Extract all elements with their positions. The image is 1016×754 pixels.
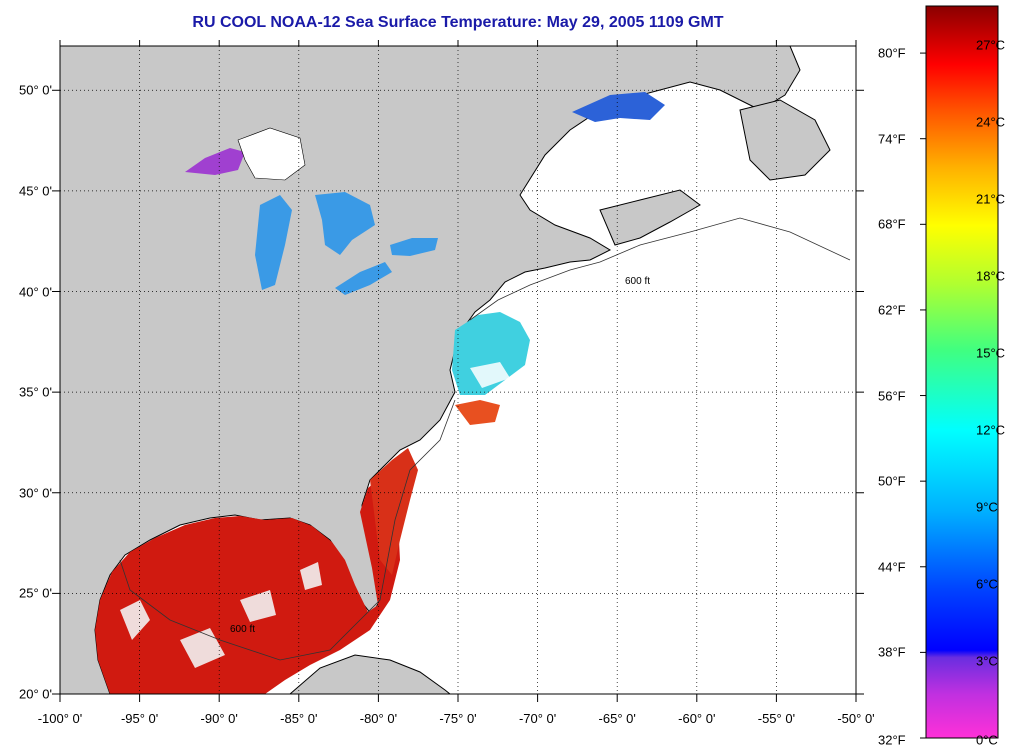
fahrenheit-tick-label: 80°F [878, 45, 906, 61]
lake-superior [185, 148, 245, 175]
fahrenheit-tick-label: 44°F [878, 559, 906, 575]
lon-tick-label: -95° 0' [120, 711, 159, 726]
contour-label: 600 ft [230, 624, 255, 635]
map-title: RU COOL NOAA-12 Sea Surface Temperature:… [192, 14, 724, 31]
celsius-tick-label: 12°C [976, 422, 1006, 438]
lake-erie [335, 262, 392, 295]
fahrenheit-tick-label: 74°F [878, 131, 906, 147]
lon-tick-label: -60° 0' [678, 711, 716, 726]
lake-ontario [390, 238, 438, 256]
fahrenheit-tick-label: 56°F [878, 388, 906, 404]
colorbar [925, 5, 999, 739]
hatteras-warm [455, 400, 500, 425]
lon-tick-label: -70° 0' [518, 711, 557, 726]
celsius-tick-label: 21°C [976, 191, 1006, 207]
lat-tick-label: 40° 0' [19, 284, 52, 299]
celsius-tick-label: 27°C [976, 37, 1006, 53]
celsius-tick-label: 6°C [976, 576, 998, 592]
celsius-tick-label: 9°C [976, 499, 998, 515]
lon-tick-label: -75° 0' [439, 711, 477, 726]
fahrenheit-tick-label: 68°F [878, 216, 906, 232]
gulf-cloud-patches [120, 562, 322, 668]
lon-tick-label: -65° 0' [598, 711, 636, 726]
lat-tick-label: 20° 0' [19, 686, 52, 702]
lon-tick-label: -85° 0' [280, 711, 318, 726]
lon-tick-label: -100° 0' [37, 711, 83, 726]
fahrenheit-tick-label: 32°F [878, 732, 906, 748]
lat-tick-label: 35° 0' [19, 384, 52, 400]
fahrenheit-tick-label: 38°F [878, 644, 906, 660]
celsius-tick-label: 15°C [976, 345, 1006, 361]
colorbar-ticks [920, 52, 926, 739]
celsius-tick-label: 3°C [976, 653, 998, 669]
celsius-tick-label: 18°C [976, 268, 1006, 284]
lon-tick-label: -55° 0' [757, 711, 796, 726]
land-cuba [289, 654, 451, 694]
lon-tick-label: -50° 0' [837, 711, 875, 726]
lat-tick-label: 25° 0' [19, 585, 52, 601]
lake-huron [315, 192, 375, 255]
atlantic-warm-strip [370, 448, 418, 575]
lon-tick-label: -80° 0' [359, 711, 398, 726]
fahrenheit-tick-label: 50°F [878, 473, 906, 489]
lon-tick-label: -90° 0' [200, 711, 238, 726]
lat-tick-label: 50° 0' [19, 82, 52, 98]
lat-tick-label: 45° 0' [19, 183, 52, 199]
graticule: 600 ft 600 ft [52, 40, 864, 702]
land-maritimes [599, 189, 701, 246]
mid-atlantic-cloud [470, 362, 510, 388]
gulf-warm-water [95, 478, 400, 694]
lake-michigan [255, 195, 292, 290]
celsius-tick-label: 24°C [976, 114, 1006, 130]
celsius-tick-label: 0°C [976, 732, 998, 748]
lat-tick-label: 30° 0' [19, 485, 52, 501]
contour-label: 600 ft [625, 276, 650, 287]
fahrenheit-tick-label: 62°F [878, 302, 906, 318]
land-newfoundland [739, 99, 831, 181]
st-lawrence-gulf [572, 92, 665, 122]
lake-superior-cloud [237, 127, 306, 181]
mid-atlantic-shelf [452, 312, 530, 395]
contour-600ft [119, 217, 851, 661]
